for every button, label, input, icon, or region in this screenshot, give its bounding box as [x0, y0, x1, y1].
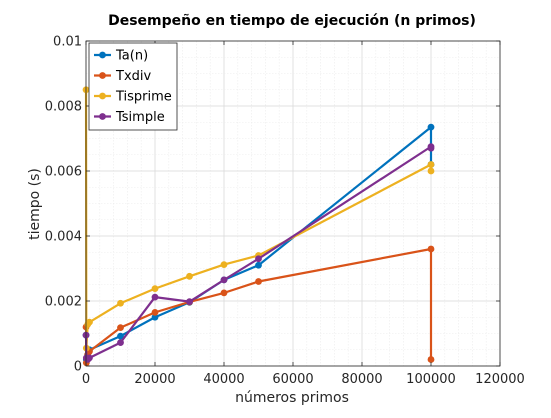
data-point: [86, 354, 93, 362]
x-tick-label: 120000: [475, 372, 525, 387]
y-axis-label: tiempo (s): [27, 168, 43, 240]
data-point: [220, 261, 228, 268]
data-point: [151, 308, 159, 316]
data-point: [255, 261, 262, 269]
legend: Ta(n) Txdiv Tisprime Tsimple: [88, 42, 178, 131]
data-point: [220, 276, 228, 284]
data-point: [186, 298, 193, 306]
series-4: [82, 143, 435, 363]
chart-title: Desempeño en tiempo de ejecución (n prim…: [108, 13, 476, 29]
data-point: [255, 278, 262, 285]
legend-item: Ta(n): [94, 49, 148, 64]
data-point: [427, 356, 435, 363]
legend-label: Ta(n): [115, 49, 148, 64]
data-point: [86, 318, 93, 326]
x-tick-label: 40000: [203, 372, 244, 387]
data-point: [117, 339, 124, 346]
legend-label: Tsimple: [115, 110, 165, 125]
data-point: [427, 245, 435, 253]
x-tick-label: 20000: [134, 372, 175, 387]
legend-item: Txdiv: [94, 69, 151, 84]
y-tick-label: 0.004: [45, 230, 82, 245]
legend-swatch-marker: [99, 113, 106, 120]
y-tick-label: 0.008: [45, 100, 82, 115]
data-point: [255, 255, 262, 263]
y-tick-label: 0.01: [53, 35, 82, 50]
data-point: [151, 313, 159, 321]
data-point: [117, 324, 124, 332]
legend-label: Tisprime: [115, 90, 172, 105]
data-point: [427, 123, 435, 131]
x-tick-label: 80000: [341, 372, 382, 387]
x-tick-label: 60000: [272, 372, 313, 387]
data-point: [151, 285, 159, 293]
legend-label: Txdiv: [115, 69, 151, 84]
legend-item: Tsimple: [94, 110, 165, 125]
legend-item: Tisprime: [94, 90, 172, 105]
data-point: [117, 332, 124, 340]
legend-swatch-marker: [99, 72, 106, 79]
legend-swatch-marker: [99, 92, 106, 100]
legend-swatch-marker: [99, 51, 106, 59]
x-tick-label: 100000: [406, 372, 456, 387]
y-tick-label: 0: [74, 360, 82, 375]
series-layer: [82, 86, 435, 367]
data-point: [427, 161, 435, 168]
data-point: [117, 299, 124, 307]
data-point: [427, 167, 435, 175]
x-tick-label: 0: [82, 372, 90, 387]
y-tick-label: 0.006: [45, 165, 82, 180]
y-tick-label: 0.002: [45, 295, 82, 310]
data-point: [427, 144, 435, 152]
data-point: [220, 289, 228, 297]
data-point: [151, 293, 159, 301]
x-axis-label: números primos: [235, 390, 349, 406]
data-point: [186, 272, 193, 280]
